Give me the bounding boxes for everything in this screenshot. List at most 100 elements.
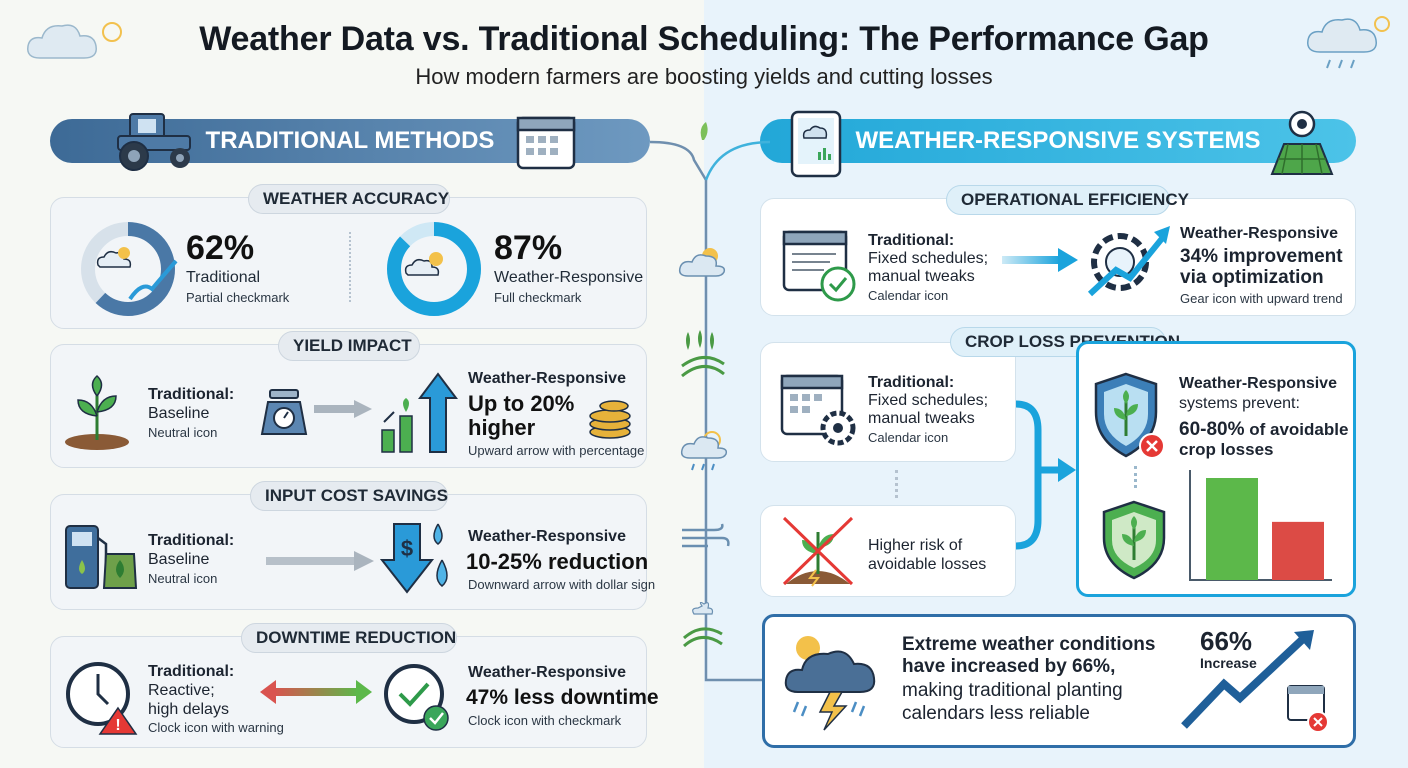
input-cost-title: INPUT COST SAVINGS	[250, 481, 448, 511]
extreme-line4: calendars less reliable	[902, 703, 1090, 724]
rain-cloud-icon	[680, 431, 728, 471]
gear-trend-icon	[1087, 226, 1170, 297]
crop-resp-line1: systems prevent:	[1179, 395, 1300, 412]
downtime-title: DOWNTIME REDUCTION	[241, 623, 457, 653]
responsive-accuracy-label: Weather-Responsive	[494, 269, 644, 286]
divider	[349, 232, 351, 302]
ops-resp-line1: 34% improvement	[1180, 246, 1343, 267]
input-trad-heading: Traditional:	[148, 532, 235, 549]
yield-trad-note: Neutral icon	[148, 425, 218, 440]
downtime-resp-heading: Weather-Responsive	[468, 664, 626, 681]
downtime-resp-note: Clock icon with checkmark	[468, 713, 622, 728]
operational-efficiency-title: OPERATIONAL EFFICIENCY	[946, 185, 1189, 215]
downtime-trad-line1: Reactive;	[148, 682, 215, 699]
yield-resp-value: Up to 20%	[468, 391, 575, 416]
rain-cloud-icon	[1307, 16, 1390, 69]
fuel-pump-icon	[65, 525, 138, 589]
crop-bar-1	[1206, 478, 1258, 580]
ops-resp-heading: Weather-Responsive	[1180, 225, 1338, 242]
coins-icon	[589, 400, 631, 439]
scale-icon	[260, 389, 308, 435]
sprout-icon	[700, 122, 708, 140]
downtime-trad-line2: high delays	[148, 701, 229, 718]
extreme-line1: Extreme weather conditions	[902, 634, 1156, 655]
ops-trad-line1: Fixed schedules;	[868, 250, 989, 267]
ops-resp-note: Gear icon with upward trend	[1180, 291, 1343, 306]
crop-risk-line1: Higher risk of	[868, 537, 963, 554]
crop-trad-note: Calendar icon	[868, 430, 949, 445]
ops-trad-heading: Traditional:	[868, 232, 955, 249]
upward-growth-icon	[381, 372, 458, 453]
crop-resp-line3: crop losses	[1179, 440, 1274, 459]
page-title: Weather Data vs. Traditional Scheduling:…	[199, 20, 1209, 58]
traditional-accuracy-note: Partial checkmark	[186, 290, 290, 305]
wind-icon	[682, 523, 730, 548]
ops-resp-line2: via optimization	[1180, 267, 1324, 288]
weather-responsive-label: WEATHER-RESPONSIVE SYSTEMS	[855, 127, 1261, 154]
extreme-stat-label: Increase	[1200, 655, 1257, 671]
partly-cloudy-icon	[678, 248, 726, 277]
crop-bar-2	[1272, 521, 1324, 580]
crop-trad-line2: manual tweaks	[868, 410, 975, 427]
crop-trad-heading: Traditional:	[868, 374, 955, 391]
center-connector	[649, 122, 771, 682]
calendar-check-icon	[782, 230, 856, 302]
input-trad-note: Neutral icon	[148, 571, 218, 586]
ops-trad-note: Calendar icon	[868, 288, 949, 303]
ops-trad-line2: manual tweaks	[868, 268, 975, 285]
yield-resp-heading: Weather-Responsive	[468, 370, 626, 387]
divider	[895, 470, 898, 498]
plant-icon	[65, 374, 129, 450]
farm-field-icon	[683, 602, 723, 648]
yield-resp-note: Upward arrow with percentage	[468, 443, 645, 458]
responsive-accuracy-ring	[387, 222, 481, 316]
downtime-trad-heading: Traditional:	[148, 663, 235, 680]
crop-trad-line1: Fixed schedules;	[868, 392, 989, 409]
crop-resp-heading: Weather-Responsive	[1179, 375, 1337, 392]
traditional-accuracy-ring	[81, 222, 178, 316]
downtime-resp-value: 47% less downtime	[466, 686, 659, 709]
weather-accuracy-title: WEATHER ACCURACY	[248, 184, 450, 214]
crop-resp-value: 60-80%	[1179, 419, 1245, 440]
crop-risk-line2: avoidable losses	[868, 556, 987, 573]
tablet-icon	[790, 110, 842, 178]
shield-plant-icon	[1094, 372, 1165, 459]
yield-resp-value-2: higher	[468, 415, 536, 440]
downtime-trad-note: Clock icon with warning	[148, 720, 284, 735]
input-resp-value: 10-25% reduction	[466, 549, 649, 574]
clock-warning-icon: !	[66, 662, 138, 735]
responsive-accuracy-value: 87%	[494, 229, 563, 267]
field-crops-icon	[681, 330, 725, 378]
svg-text:!: !	[115, 717, 120, 734]
traditional-accuracy-label: Traditional	[186, 269, 261, 286]
responsive-accuracy-note: Full checkmark	[494, 290, 582, 305]
extreme-line3: making traditional planting	[902, 680, 1123, 701]
clock-check-icon	[384, 664, 449, 731]
extreme-line2: have increased by 66%,	[902, 656, 1116, 677]
tractor-icon	[117, 113, 191, 171]
shield-plant-healthy-icon	[1102, 500, 1166, 580]
merge-arrow-icon	[1016, 400, 1076, 550]
input-cost-card	[50, 494, 647, 610]
double-arrow-icon	[260, 680, 372, 704]
storm-icon	[784, 636, 876, 731]
cyan-arrow-icon	[1002, 248, 1078, 272]
cloud-icon	[27, 22, 122, 59]
calendar-gear-icon	[780, 374, 856, 446]
crop-loss-bar-chart	[1189, 470, 1332, 581]
yield-trad-heading: Traditional:	[148, 386, 235, 403]
traditional-methods-label: TRADITIONAL METHODS	[205, 127, 495, 154]
svg-text:$: $	[401, 536, 413, 561]
yield-trad-value: Baseline	[148, 405, 210, 422]
input-trad-value: Baseline	[148, 551, 210, 568]
weather-responsive-banner: WEATHER-RESPONSIVE SYSTEMS	[760, 119, 1356, 163]
input-resp-note: Downward arrow with dollar sign	[468, 577, 656, 592]
downward-dollar-icon: $	[380, 523, 448, 594]
crossed-plant-icon	[782, 516, 854, 587]
page-subtitle: How modern farmers are boosting yields a…	[415, 64, 993, 89]
extreme-stat-value: 66%	[1200, 626, 1253, 656]
calendar-icon	[516, 116, 576, 170]
divider	[1134, 466, 1137, 488]
crop-resp-stat: 60-80% of avoidable	[1179, 419, 1348, 441]
upward-trend-icon	[1181, 630, 1329, 733]
